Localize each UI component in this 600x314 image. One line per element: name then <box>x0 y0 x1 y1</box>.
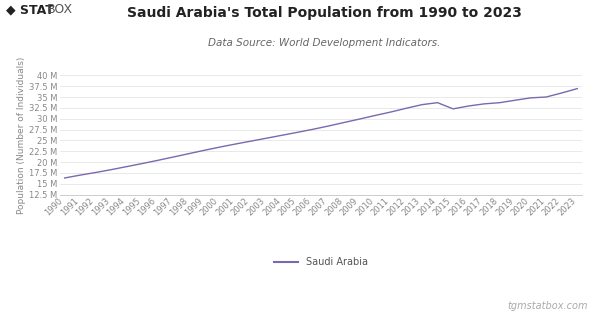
Legend: Saudi Arabia: Saudi Arabia <box>270 253 372 271</box>
Y-axis label: Population (Number of Individuals): Population (Number of Individuals) <box>17 56 26 214</box>
Text: Saudi Arabia's Total Population from 1990 to 2023: Saudi Arabia's Total Population from 199… <box>127 6 521 20</box>
Text: tgmstatbox.com: tgmstatbox.com <box>508 301 588 311</box>
Text: Data Source: World Development Indicators.: Data Source: World Development Indicator… <box>208 38 440 48</box>
Text: ◆ STAT: ◆ STAT <box>6 3 54 16</box>
Text: BOX: BOX <box>47 3 73 16</box>
